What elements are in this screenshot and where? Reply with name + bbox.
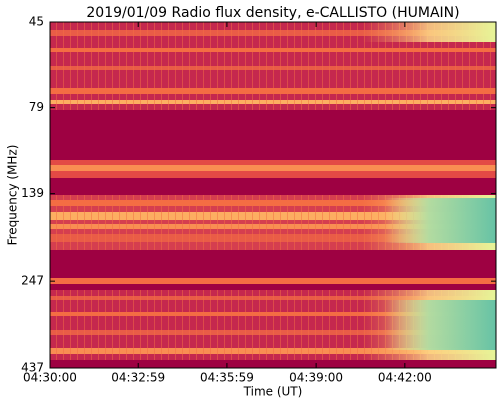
y-axis-label: Frequency (MHz): [6, 145, 20, 246]
plot-frame: [49, 21, 497, 369]
x-tick-label: 04:30:00: [23, 371, 77, 385]
x-tick-label: 04:39:00: [289, 371, 343, 385]
x-tick-label: 04:32:59: [111, 371, 165, 385]
x-tick-label: 04:35:59: [200, 371, 254, 385]
y-tick-label: 45: [29, 15, 44, 29]
x-axis-label: Time (UT): [243, 385, 303, 399]
y-tick-label: 437: [21, 361, 44, 375]
y-tick-label: 79: [29, 100, 44, 114]
y-tick-label: 247: [21, 274, 44, 288]
x-tick-label: 04:42:00: [378, 371, 432, 385]
y-tick-label: 139: [21, 186, 44, 200]
heatmap: [50, 22, 496, 368]
chart-title: 2019/01/09 Radio flux density, e-CALLIST…: [86, 5, 459, 21]
